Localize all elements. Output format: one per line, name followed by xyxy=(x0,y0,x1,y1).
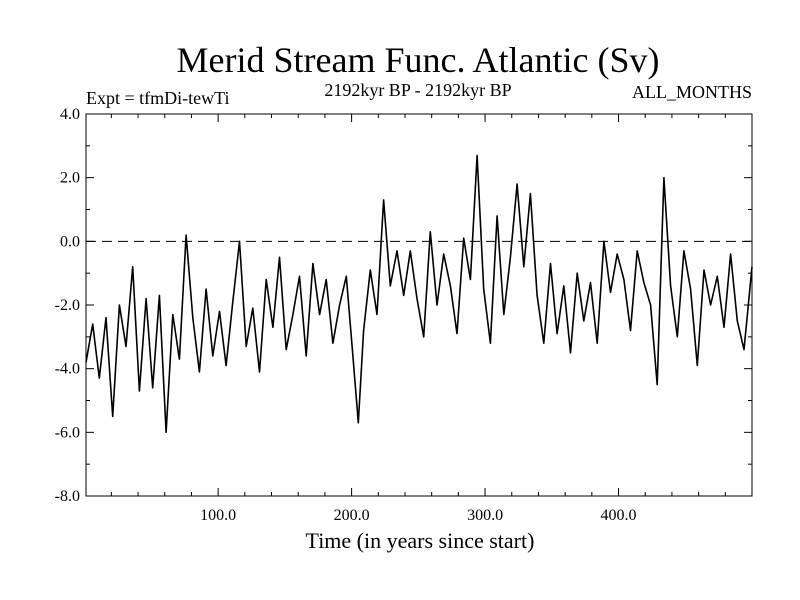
x-tick-label: 300.0 xyxy=(467,507,503,524)
x-tick-label: 400.0 xyxy=(601,507,637,524)
y-tick-label: 0.0 xyxy=(60,233,80,250)
plot-frame xyxy=(85,113,753,497)
x-axis-label: Time (in years since start) xyxy=(306,528,535,553)
time-range-label: 2192kyr BP - 2192kyr BP xyxy=(324,80,511,100)
y-tick-label: -8.0 xyxy=(55,488,80,505)
series-line xyxy=(85,154,753,434)
y-tick-label: -6.0 xyxy=(55,424,80,441)
chart-title: Merid Stream Func. Atlantic (Sv) xyxy=(177,40,660,80)
tick-layer: 4.0 2.0 0.0 -2.0 -4.0 -6.0 -8.0 100.0 200.0 300.0… xyxy=(55,106,752,524)
y-tick-label: -4.0 xyxy=(55,361,80,378)
y-tick-label: 4.0 xyxy=(60,106,80,123)
months-label: ALL_MONTHS xyxy=(632,82,752,102)
x-tick-label: 200.0 xyxy=(334,507,370,524)
y-tick-label: -2.0 xyxy=(55,297,80,314)
x-tick-label: 100.0 xyxy=(200,507,236,524)
experiment-label: Expt = tfmDi-tewTi xyxy=(86,88,230,108)
y-tick-label: 2.0 xyxy=(60,170,80,187)
